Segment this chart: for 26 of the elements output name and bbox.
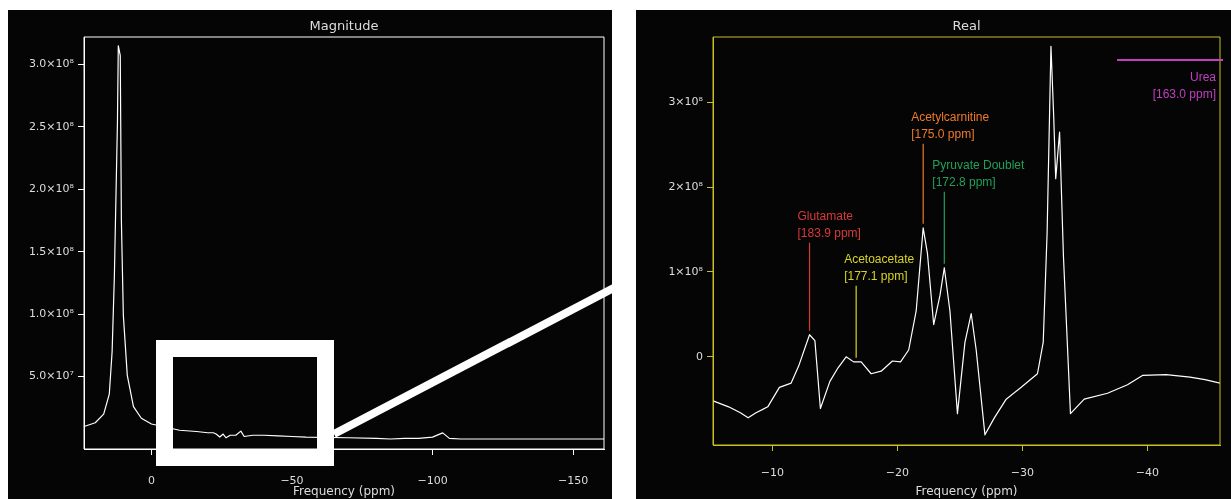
x-tick-label: −20	[885, 466, 910, 480]
y-tick-label: 3×10⁸	[668, 95, 704, 109]
y-tick-label: 3.0×10⁸	[28, 57, 75, 71]
annotation: Acetoacetate [177.1 ppm]	[844, 251, 915, 283]
chart-title: Magnitude	[309, 17, 379, 33]
annotation: Acetylcarnitine [175.0 ppm]	[911, 109, 990, 141]
x-axis-title: Frequency (ppm)	[292, 483, 396, 498]
y-tick-label: 1.0×10⁸	[28, 307, 75, 321]
y-tick-label: 2.0×10⁸	[28, 182, 75, 196]
annotation: Pyruvate Doublet [172.8 ppm]	[932, 157, 1026, 189]
y-tick-label: 0	[696, 349, 703, 363]
x-tick-label: −40	[1135, 466, 1160, 480]
x-axis-title: Frequency (ppm)	[915, 483, 1018, 498]
x-tick-label: −100	[417, 474, 448, 488]
x-tick-label: −150	[557, 474, 589, 488]
y-tick-label: 2×10⁸	[668, 180, 704, 193]
x-tick-label: −30	[1010, 466, 1035, 480]
annotation: Urea [163.0 ppm]	[1152, 70, 1217, 101]
y-tick-label: 1.5×10⁸	[28, 244, 75, 258]
x-tick-label: −10	[760, 466, 784, 480]
y-tick-label: 1×10⁸	[668, 264, 704, 278]
x-tick-label: 0	[147, 474, 155, 488]
chart-title: Real	[952, 17, 981, 33]
annotation: Glutamate [183.9 ppm]	[797, 208, 861, 240]
y-tick-label: 2.5×10⁸	[28, 119, 75, 133]
y-tick-label: 5.0×10⁷	[28, 369, 74, 383]
